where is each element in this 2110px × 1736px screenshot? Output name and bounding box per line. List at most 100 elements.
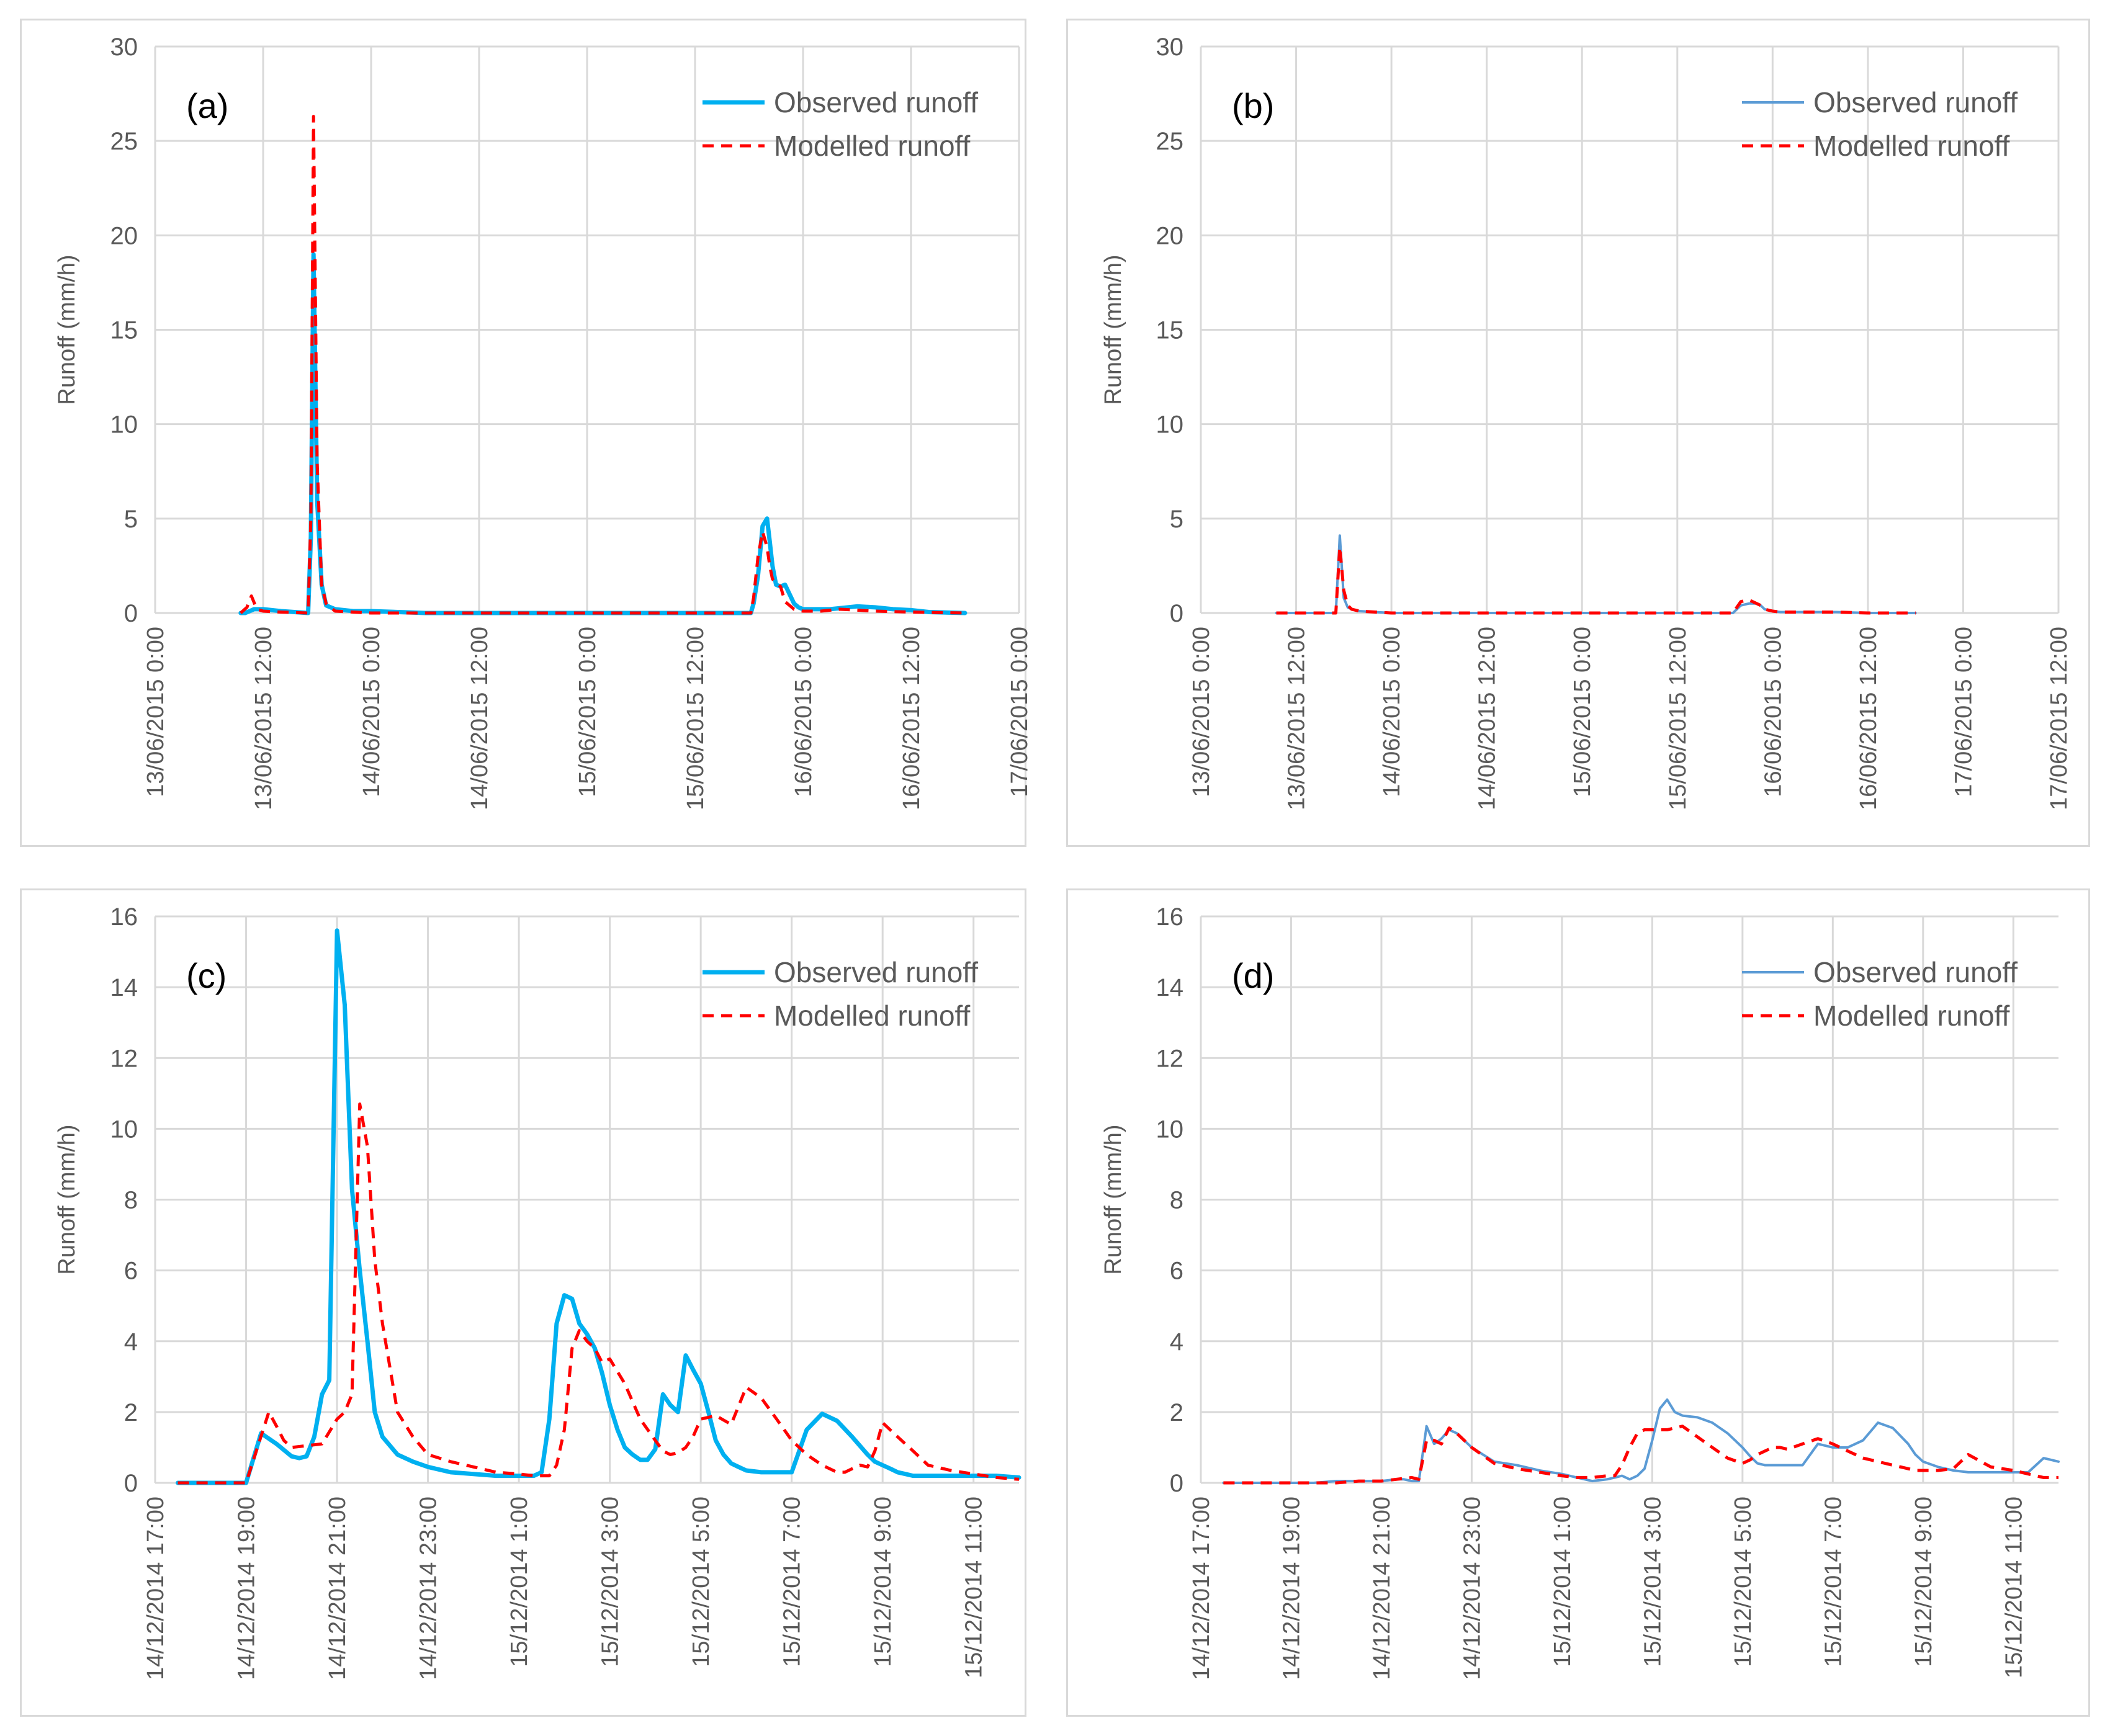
modelled-runoff-line [1276,545,1916,615]
x-tick-label: 14/12/2014 17:00 [1188,1497,1214,1680]
y-tick-label: 0 [124,600,138,627]
y-tick-label: 15 [110,317,138,344]
modelled-runoff-line [240,115,966,615]
chart-svg-b: 0 5 10 15 20 25 30 13/06/2015 0:00 13/06/2015 12… [1100,34,2072,810]
modelled-runoff-line [1223,1425,2058,1485]
x-tick-label: 15/06/2015 0:00 [1569,627,1596,797]
x-tick-label: 14/12/2014 23:00 [416,1497,442,1680]
y-tick-label: 20 [1156,222,1184,249]
x-tick-label: 15/12/2014 7:00 [1820,1497,1846,1667]
y-tick-label: 10 [110,411,138,439]
legend-label: Observed runoff [1813,86,2018,119]
x-tick-label: 15/12/2014 1:00 [1550,1497,1576,1667]
gridlines [154,45,1020,614]
y-tick-label: 16 [110,903,138,931]
y-axis-label: Runoff (mm/h) [54,254,80,405]
y-tick-label: 4 [1170,1328,1183,1356]
x-tick-label: 15/12/2014 11:00 [961,1497,987,1678]
x-tick-label: 15/12/2014 9:00 [870,1497,896,1667]
x-tick-label: 14/12/2014 23:00 [1459,1497,1485,1680]
x-tick-label: 17/06/2015 0:00 [1007,627,1028,797]
legend-label: Observed runoff [1813,956,2018,988]
panel-label: (d) [1232,956,1274,995]
x-tick-label: 15/12/2014 5:00 [1730,1497,1756,1667]
legend-label: Observed runoff [774,956,978,988]
y-tick-label: 2 [124,1399,138,1426]
y-tick-label: 5 [1170,506,1183,533]
chart-panel-c: 0 2 4 6 8 10 12 14 16 14/12/2014 17:00 14/12/2014 … [20,888,1026,1717]
y-axis-label: Runoff (mm/h) [1100,1124,1126,1274]
x-tick-label: 15/12/2014 11:00 [2001,1497,2027,1678]
x-tick-label: 15/12/2014 3:00 [598,1497,624,1667]
x-tick-label: 14/12/2014 19:00 [1278,1497,1304,1680]
panel-label: (c) [186,956,227,995]
y-tick-label: 0 [124,1470,138,1497]
y-tick-label: 5 [124,506,138,533]
x-tick-label: 15/12/2014 9:00 [1911,1497,1937,1667]
y-tick-label: 0 [1170,1470,1183,1497]
y-tick-label: 15 [1156,317,1184,344]
chart-svg-a: 0 5 10 15 20 25 30 13/06/2015 0:00 13/06/2015 12… [54,34,1028,810]
observed-runoff-line [1275,534,1917,614]
chart-panel-d: 0 2 4 6 8 10 12 14 16 14/12/2014 17:00 14/12/2014 … [1066,888,2090,1717]
panel-label: (b) [1232,86,1274,125]
y-axis-label: Runoff (mm/h) [1100,254,1126,405]
y-tick-label: 12 [110,1045,138,1072]
x-tick-label: 13/06/2015 12:00 [251,627,277,810]
y-tick-label: 12 [1156,1045,1184,1072]
x-tick-label: 16/06/2015 0:00 [791,627,817,797]
y-tick-label: 6 [1170,1258,1183,1285]
panel-label: (a) [186,86,228,125]
legend-label: Modelled runoff [1813,1000,2009,1032]
y-tick-label: 6 [124,1258,138,1285]
x-tick-label: 14/12/2014 21:00 [1369,1497,1395,1680]
x-tick-label: 16/06/2015 12:00 [1856,627,1882,810]
x-tick-label: 15/06/2015 12:00 [683,627,709,810]
chart-svg-c: 0 2 4 6 8 10 12 14 16 14/12/2014 17:00 14/12/2014 … [54,903,1021,1680]
y-tick-label: 14 [1156,974,1184,1001]
observed-runoff-line [238,252,967,615]
y-tick-label: 16 [1156,903,1184,931]
x-tick-label: 16/06/2015 12:00 [899,627,925,810]
chart-panel-b: 0 5 10 15 20 25 30 13/06/2015 0:00 13/06/2015 12… [1066,19,2090,847]
y-tick-label: 8 [1170,1187,1183,1214]
x-tick-label: 15/12/2014 1:00 [506,1497,532,1667]
x-tick-label: 14/06/2015 0:00 [359,627,385,797]
y-tick-label: 10 [1156,411,1184,439]
legend-label: Modelled runoff [774,130,970,162]
x-tick-label: 13/06/2015 0:00 [1188,627,1214,797]
x-tick-label: 14/12/2014 21:00 [325,1497,351,1680]
x-tick-label: 17/06/2015 12:00 [2046,627,2072,810]
x-tick-label: 14/12/2014 17:00 [143,1497,169,1680]
x-tick-label: 14/06/2015 0:00 [1379,627,1405,797]
y-tick-label: 30 [110,34,138,61]
y-tick-label: 2 [1170,1399,1183,1426]
legend-label: Modelled runoff [774,1000,970,1032]
gridlines [1200,915,2058,1484]
x-tick-label: 13/06/2015 12:00 [1284,627,1310,810]
legend-label: Observed runoff [774,86,978,119]
y-tick-label: 20 [110,222,138,249]
y-tick-label: 14 [110,974,138,1001]
observed-runoff-line [176,928,1021,1485]
y-tick-label: 30 [1156,34,1184,61]
x-tick-label: 15/12/2014 3:00 [1640,1497,1666,1667]
legend-label: Modelled runoff [1813,130,2009,162]
modelled-runoff-line [177,1102,1020,1485]
x-tick-label: 16/06/2015 0:00 [1760,627,1786,797]
y-tick-label: 10 [110,1116,138,1143]
y-tick-label: 25 [110,128,138,155]
x-tick-label: 15/06/2015 0:00 [575,627,601,797]
x-tick-label: 15/12/2014 7:00 [779,1497,806,1667]
x-tick-label: 15/12/2014 5:00 [688,1497,714,1667]
chart-svg-d: 0 2 4 6 8 10 12 14 16 14/12/2014 17:00 14/12/2014 … [1100,903,2060,1680]
x-tick-label: 14/06/2015 12:00 [467,627,493,810]
x-tick-label: 14/12/2014 19:00 [234,1497,260,1680]
chart-panel-a: 0 5 10 15 20 25 30 13/06/2015 0:00 13/06/2015 12… [20,19,1028,847]
y-tick-label: 8 [124,1187,138,1214]
y-tick-label: 25 [1156,128,1184,155]
y-axis-label: Runoff (mm/h) [54,1124,80,1274]
x-tick-label: 13/06/2015 0:00 [143,627,169,797]
y-tick-label: 4 [124,1328,138,1356]
y-tick-label: 0 [1170,600,1183,627]
